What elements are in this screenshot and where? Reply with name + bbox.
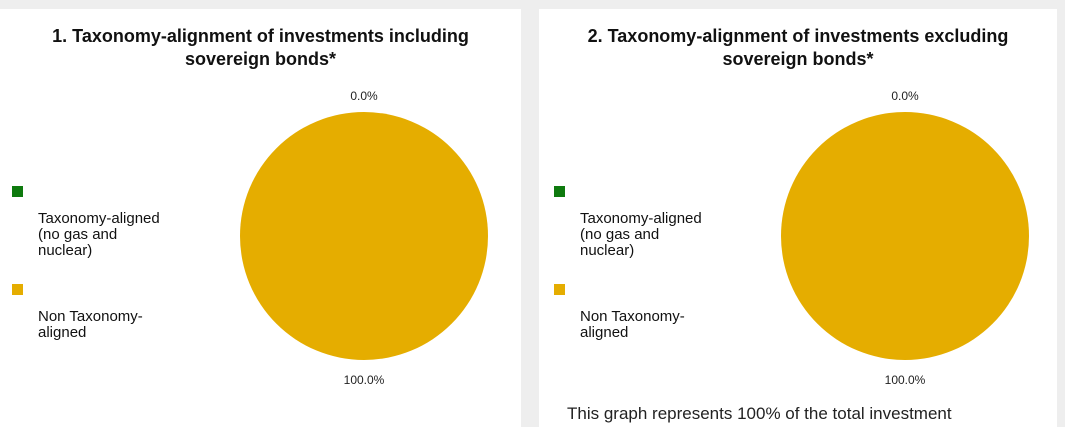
legend-label-aligned: Taxonomy-aligned (no gas and nuclear) [38,210,160,259]
chart-panel-excluding-sovereign-bonds: 2. Taxonomy-alignment of investments exc… [539,9,1057,427]
legend-item-non-aligned: Non Taxonomy- aligned [12,277,160,341]
chart-title: 1. Taxonomy-alignment of investments inc… [52,26,469,69]
pie-chart: 0.0% 100.0% [781,89,1029,387]
chart-legend: Taxonomy-aligned (no gas and nuclear) No… [554,179,702,341]
legend-label-aligned: Taxonomy-aligned (no gas and nuclear) [580,210,702,259]
data-label-aligned: 0.0% [350,89,378,103]
pie-slice-non-aligned [781,112,1029,360]
legend-swatch-aligned [554,186,565,197]
chart-legend: Taxonomy-aligned (no gas and nuclear) No… [12,179,160,341]
legend-swatch-non-aligned [12,284,23,295]
chart-panel-including-sovereign-bonds: 1. Taxonomy-alignment of investments inc… [0,9,521,427]
data-label-non-aligned: 100.0% [885,373,926,387]
footnote: This graph represents 100% of the total … [567,404,952,423]
legend-swatch-aligned [12,186,23,197]
legend-item-non-aligned: Non Taxonomy- aligned [554,277,702,341]
legend-item-aligned: Taxonomy-aligned (no gas and nuclear) [12,179,160,259]
legend-label-non-aligned: Non Taxonomy- aligned [580,308,685,341]
legend-item-aligned: Taxonomy-aligned (no gas and nuclear) [554,179,702,259]
legend-label-non-aligned: Non Taxonomy- aligned [38,308,143,341]
legend-swatch-non-aligned [554,284,565,295]
pie-slice-non-aligned [240,112,488,360]
data-label-non-aligned: 100.0% [344,373,385,387]
chart-title: 2. Taxonomy-alignment of investments exc… [587,26,1009,69]
data-label-aligned: 0.0% [891,89,919,103]
pie-chart: 0.0% 100.0% [240,89,488,387]
